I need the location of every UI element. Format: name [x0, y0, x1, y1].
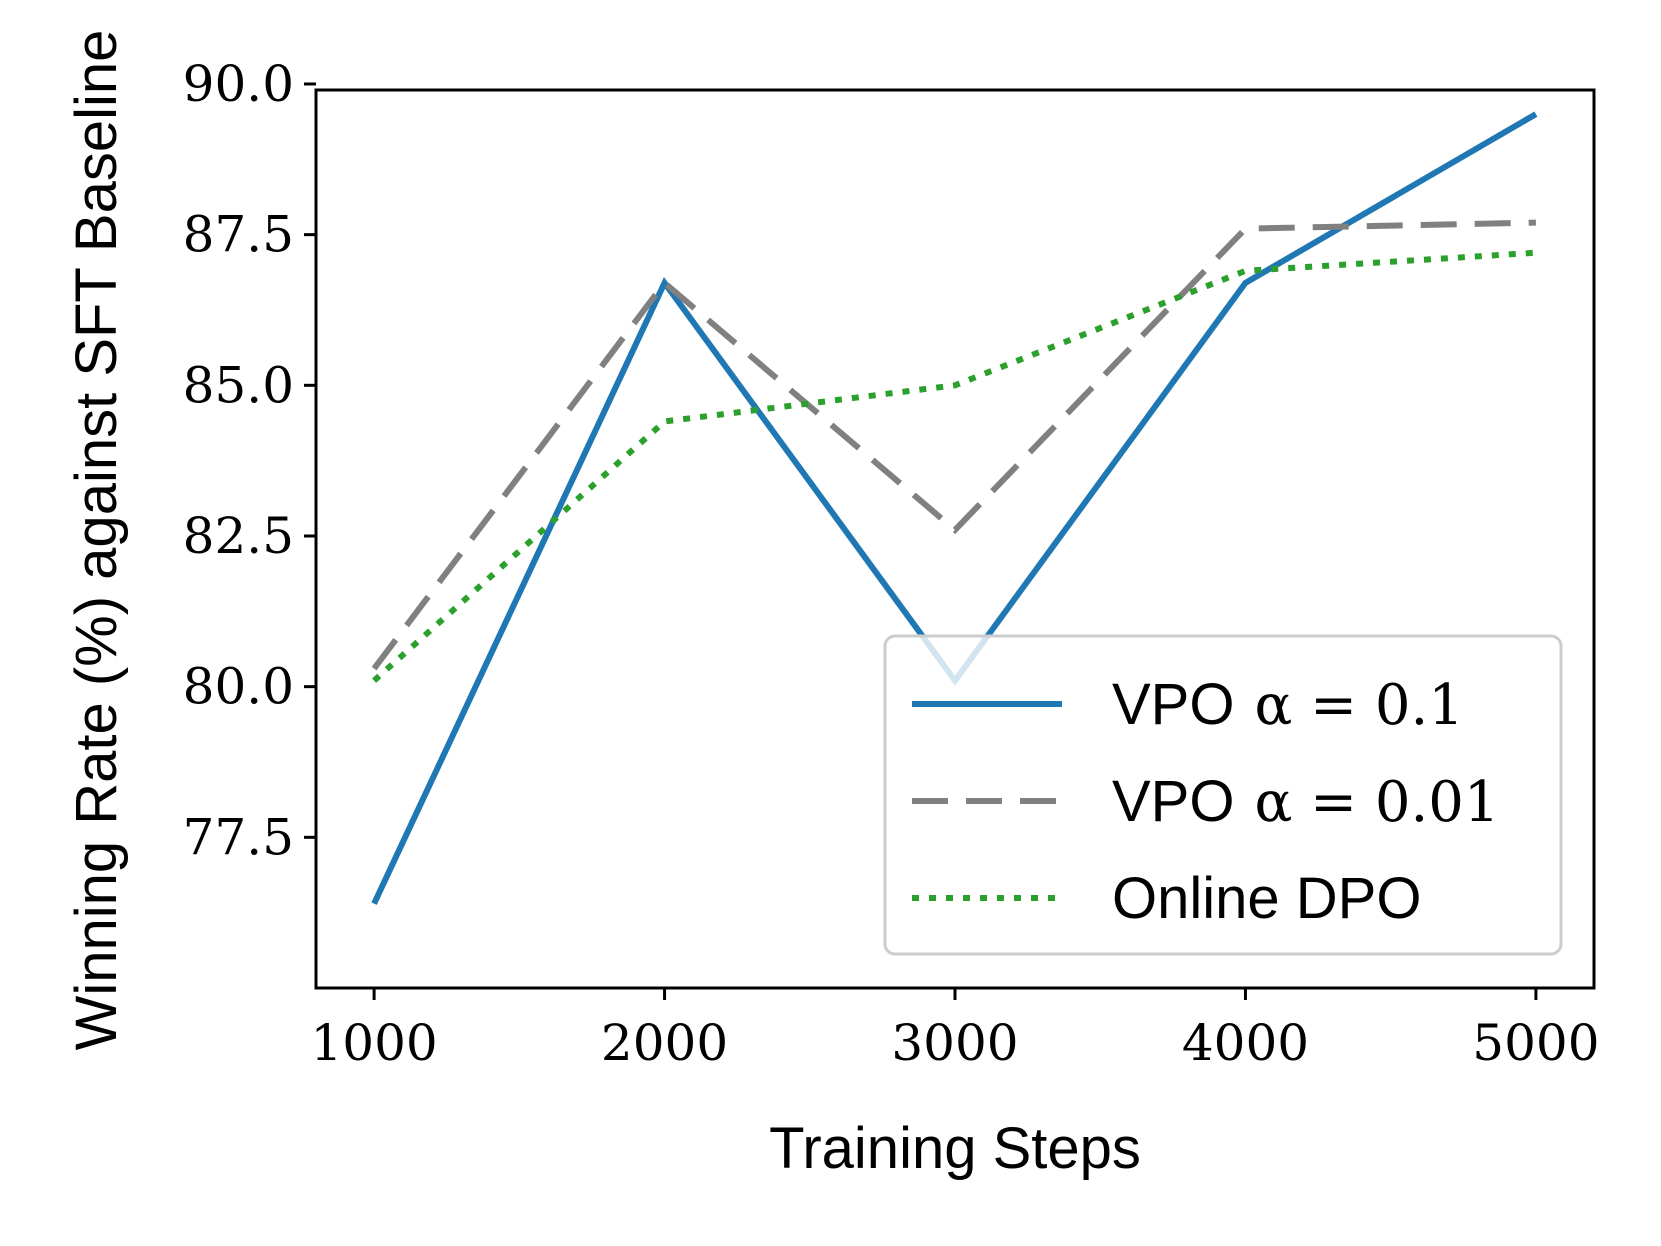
legend-label: VPO α = 0.01 — [1112, 769, 1500, 835]
series-line-2 — [372, 249, 1537, 683]
x-axis-label: Training Steps — [769, 1116, 1141, 1181]
legend-series-math: α = 0.1 — [1255, 673, 1464, 738]
y-tick-label: 80.0 — [183, 658, 294, 716]
y-tick-label: 90.0 — [183, 55, 294, 113]
x-tick-label: 5000 — [1472, 1014, 1599, 1072]
legend-label: VPO α = 0.1 — [1112, 672, 1464, 738]
y-tick-label: 77.5 — [183, 808, 294, 866]
x-tick-label: 1000 — [310, 1014, 437, 1072]
legend-series-name: VPO — [1112, 672, 1235, 737]
y-axis-label: Winning Rate (%) against SFT Baseline — [64, 30, 129, 1051]
legend-label: Online DPO — [1112, 866, 1421, 931]
ticks-layer: 1000 2000 3000 4000 5000 77.5 80.0 82.5 85.0 87.5… — [183, 55, 1600, 1072]
legend-box — [883, 634, 1563, 956]
x-tick-label: 3000 — [891, 1014, 1018, 1072]
y-tick-label: 82.5 — [183, 507, 294, 565]
x-tick-label: 4000 — [1182, 1014, 1309, 1072]
legend-series-name: Online DPO — [1112, 866, 1421, 931]
legend-items: VPO α = 0.1 VPO α = 0.01 Online DPO — [912, 672, 1500, 931]
legend: VPO α = 0.1 VPO α = 0.01 Online DPO — [883, 634, 1563, 956]
legend-series-math: α = 0.01 — [1255, 770, 1500, 835]
legend-series-name: VPO — [1112, 769, 1235, 834]
x-tick-label: 2000 — [601, 1014, 728, 1072]
y-tick-label: 85.0 — [183, 356, 294, 414]
series-line-1 — [371, 219, 1536, 671]
y-tick-label: 87.5 — [183, 206, 294, 264]
